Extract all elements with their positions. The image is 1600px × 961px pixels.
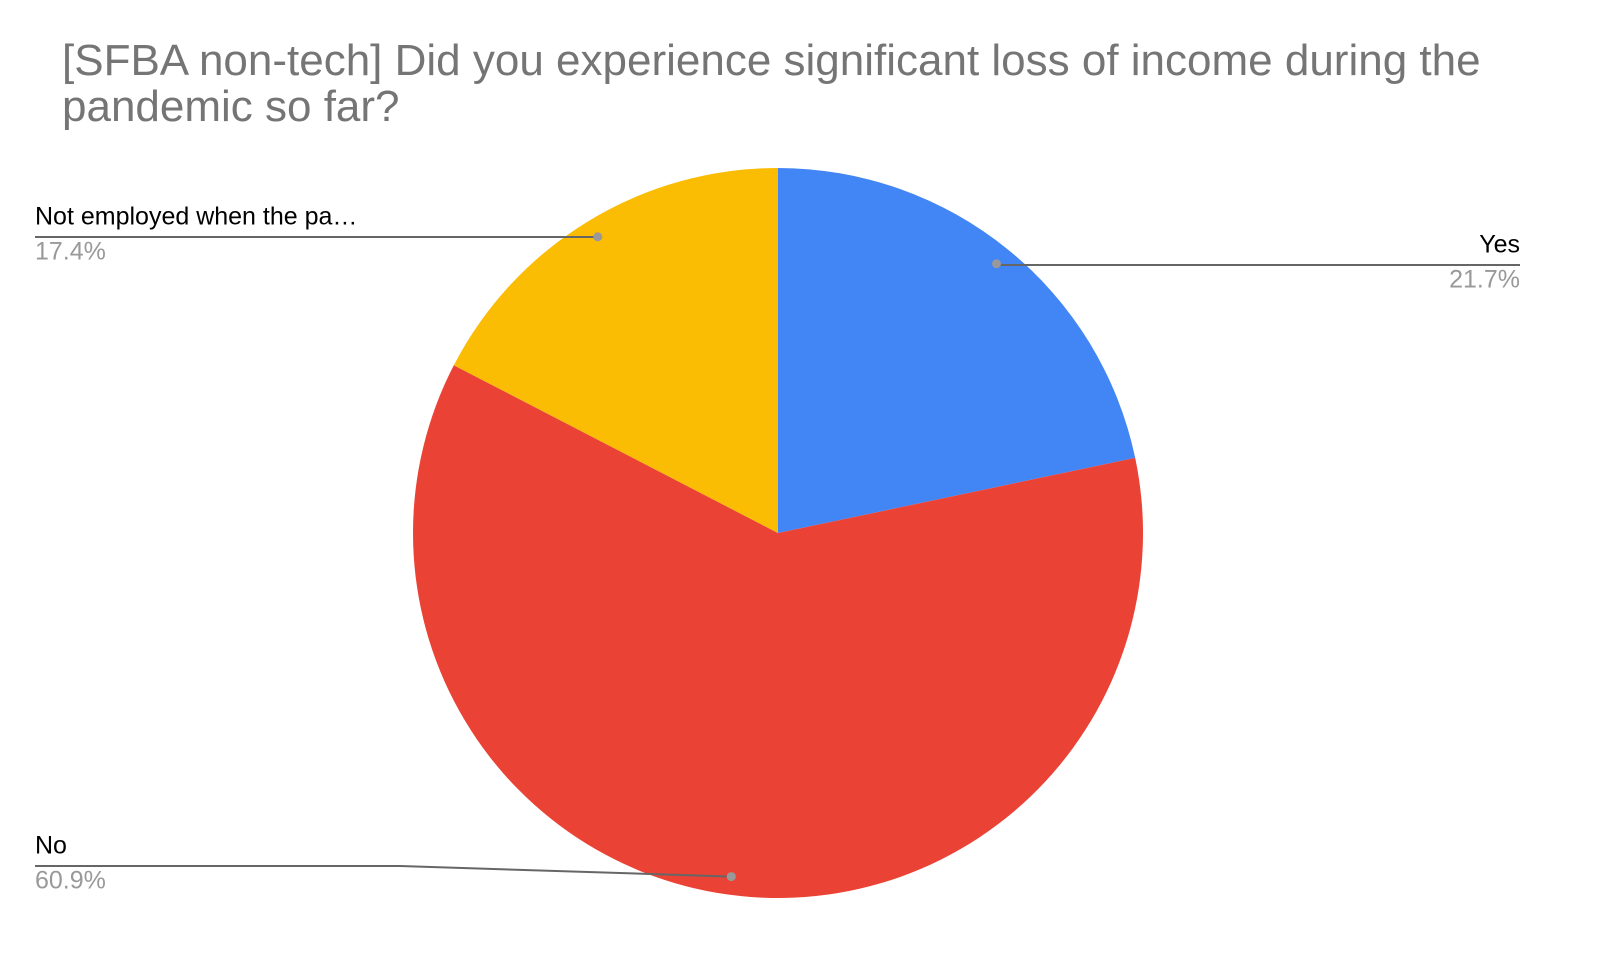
leader-dot bbox=[726, 872, 736, 882]
slice-value-label: 60.9% bbox=[35, 867, 106, 895]
pie-slice bbox=[778, 168, 1136, 533]
slice-label: Not employed when the pa… bbox=[35, 203, 357, 231]
slice-value-label: 21.7% bbox=[1449, 266, 1520, 294]
slice-label: Yes bbox=[1479, 231, 1520, 259]
leader-dot bbox=[991, 259, 1001, 269]
leader-line bbox=[995, 263, 1520, 266]
chart-title: [SFBA non-tech] Did you experience signi… bbox=[62, 36, 1481, 131]
leader-dot bbox=[593, 232, 603, 242]
pie-slice bbox=[453, 168, 778, 533]
slice-label: No bbox=[35, 832, 67, 860]
slice-value-label: 17.4% bbox=[35, 238, 106, 266]
leader-line bbox=[35, 865, 732, 878]
pie-slice bbox=[413, 365, 1143, 898]
